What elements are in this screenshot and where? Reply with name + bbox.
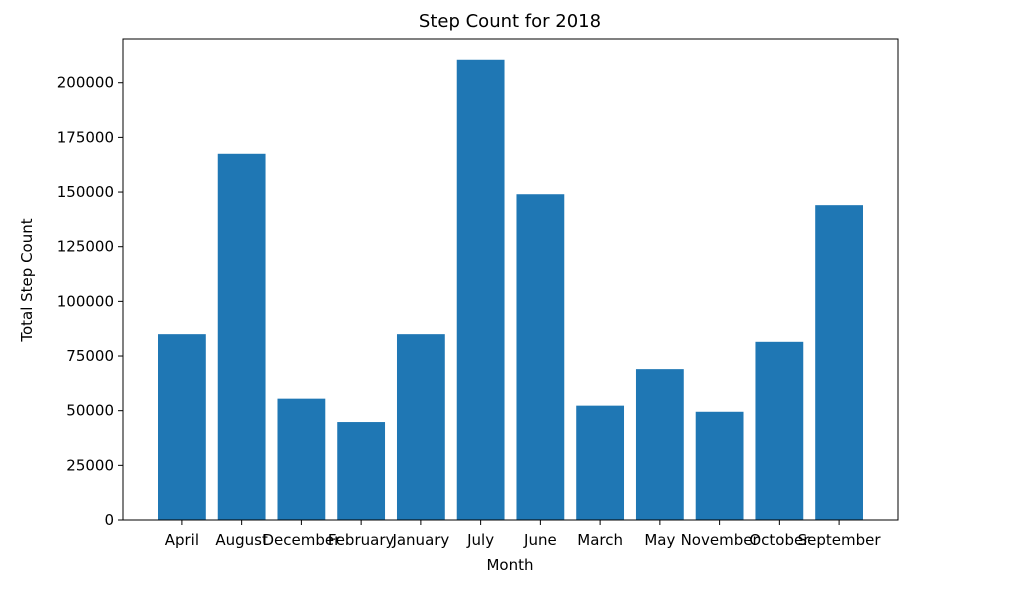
x-tick-label: July: [466, 531, 494, 549]
x-axis-label: Month: [486, 556, 533, 574]
x-tick-label: February: [328, 531, 395, 549]
bars-group: [158, 59, 863, 521]
bar-december: [277, 398, 326, 520]
x-tick-label: January: [391, 531, 449, 549]
y-axis-label: Total Step Count: [18, 218, 36, 342]
bar-april: [158, 334, 206, 520]
y-tick-label: 50000: [66, 402, 114, 420]
bar-october: [755, 341, 804, 520]
y-tick-label: 0: [104, 511, 114, 529]
y-tick-label: 125000: [57, 238, 114, 256]
x-tick-label: April: [165, 531, 199, 549]
x-tick-label: May: [644, 531, 675, 549]
bar-june: [516, 194, 565, 520]
bar-february: [337, 422, 386, 520]
bar-september: [815, 205, 863, 520]
x-tick-label: September: [798, 531, 882, 549]
y-tick-label: 100000: [57, 292, 114, 310]
y-tick-label: 200000: [57, 74, 114, 92]
bar-august: [217, 153, 266, 520]
y-tick-label: 75000: [66, 347, 114, 365]
x-tick-label: June: [523, 531, 557, 549]
bar-january: [396, 334, 445, 520]
x-tick-label: October: [749, 531, 810, 549]
bar-july: [456, 59, 505, 521]
plot-area-frame: [122, 38, 899, 521]
x-tick-label: December: [262, 531, 341, 549]
x-tick-label: March: [577, 531, 623, 549]
bar-march: [576, 405, 625, 520]
chart-title: Step Count for 2018: [419, 11, 601, 32]
x-tick-label: August: [215, 531, 268, 549]
y-tick-label: 25000: [66, 456, 114, 474]
y-tick-label: 150000: [57, 183, 114, 201]
y-axis-ticks: 0 25000 50000 75000 100000 125000 150000 175000…: [57, 74, 123, 529]
x-tick-label: November: [681, 531, 760, 549]
bar-may: [635, 369, 684, 520]
y-tick-label: 175000: [57, 128, 114, 146]
bar-november: [695, 411, 744, 520]
